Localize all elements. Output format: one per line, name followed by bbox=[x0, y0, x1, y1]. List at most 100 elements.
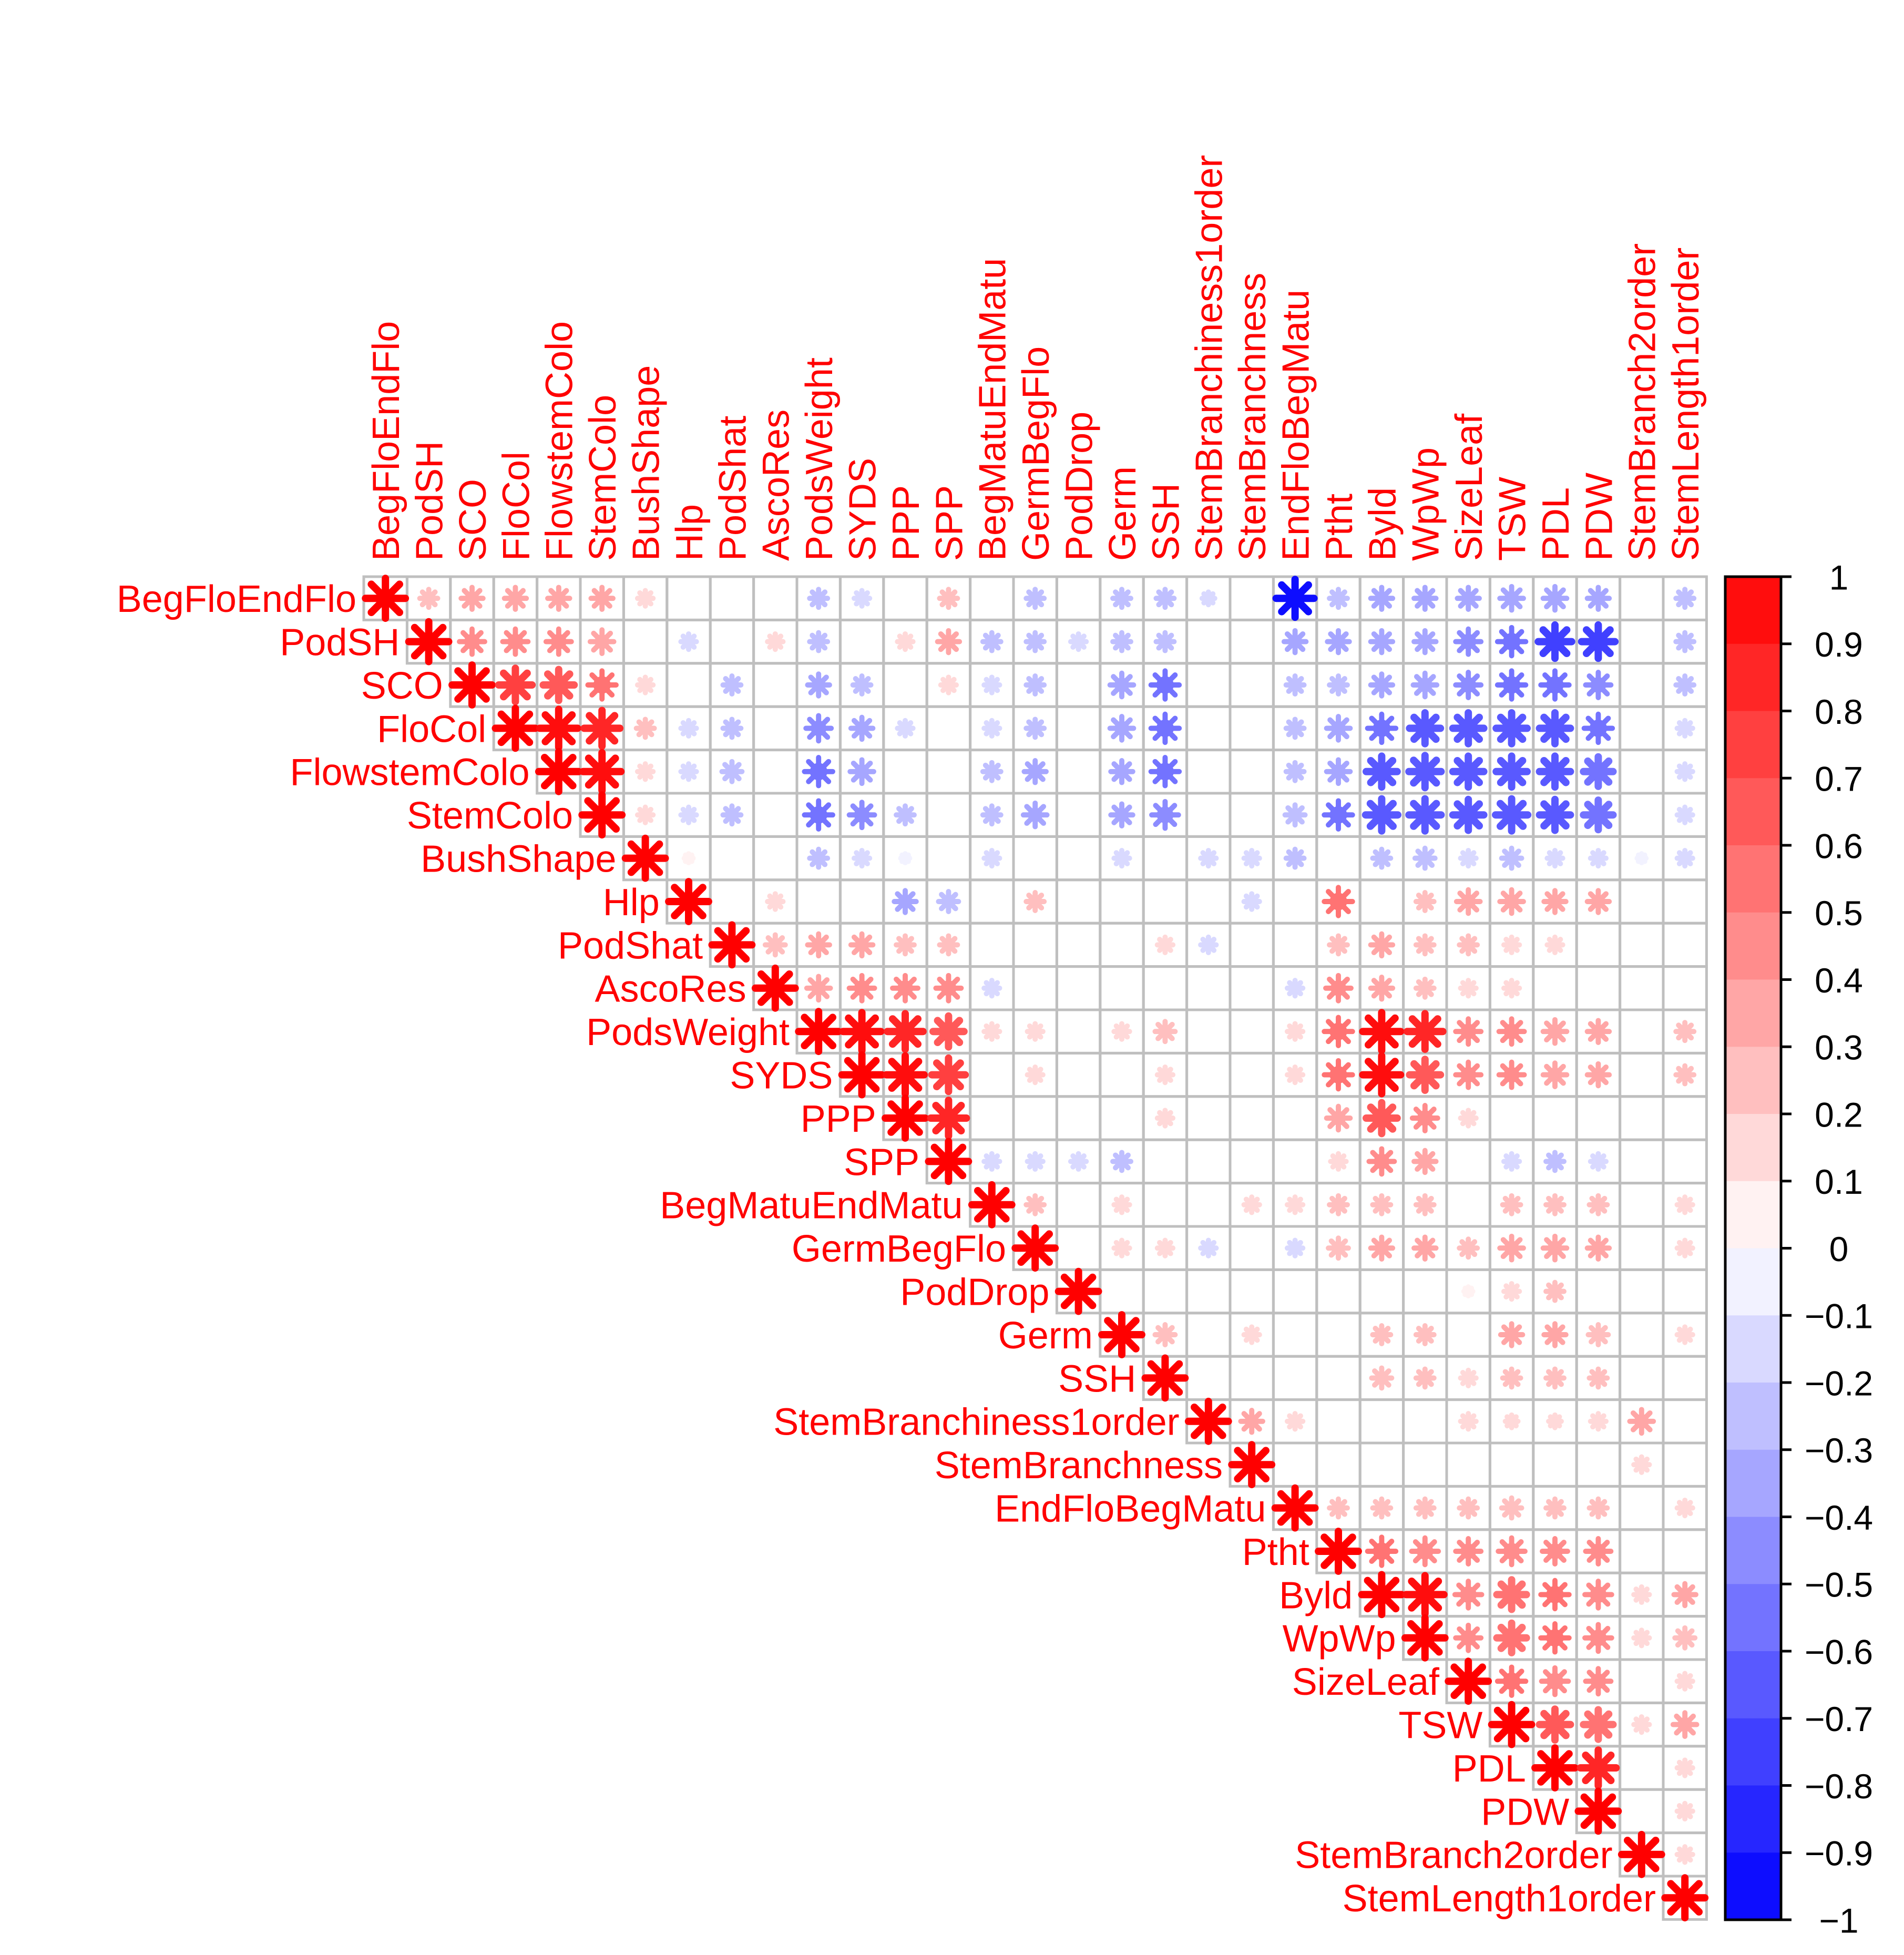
grid-cell bbox=[1055, 1225, 1102, 1271]
grid-cell bbox=[1662, 1398, 1708, 1445]
correlation-mark bbox=[1241, 1324, 1262, 1345]
correlation-mark bbox=[1674, 1237, 1695, 1258]
grid-cell bbox=[1055, 1008, 1102, 1055]
correlation-mark bbox=[634, 804, 656, 825]
correlation-mark bbox=[1111, 1237, 1132, 1258]
colorbar-tick-label: 0.7 bbox=[1815, 760, 1863, 799]
grid-cell bbox=[1229, 922, 1275, 968]
grid-cell bbox=[709, 575, 755, 621]
correlation-mark bbox=[720, 803, 744, 827]
grid-cell bbox=[1662, 1355, 1708, 1401]
correlation-mark bbox=[1368, 628, 1396, 656]
correlation-mark bbox=[929, 1012, 968, 1051]
correlation-mark bbox=[807, 846, 831, 870]
grid-cell bbox=[1619, 1312, 1665, 1358]
correlation-mark bbox=[1411, 1148, 1439, 1175]
correlation-mark bbox=[587, 627, 617, 656]
correlation-mark bbox=[1370, 1496, 1394, 1520]
correlation-mark bbox=[1322, 798, 1355, 832]
correlation-mark bbox=[1546, 1412, 1564, 1430]
correlation-mark bbox=[1111, 1194, 1132, 1215]
correlation-mark bbox=[1588, 1151, 1609, 1172]
row-label: Byld bbox=[1279, 1574, 1353, 1616]
correlation-mark bbox=[1461, 1284, 1476, 1299]
correlation-mark bbox=[1543, 1150, 1567, 1173]
correlation-mark bbox=[980, 630, 1004, 653]
column-label: StemBranchiness1order bbox=[1189, 155, 1231, 561]
grid-cell bbox=[1185, 792, 1232, 838]
correlation-mark bbox=[1111, 847, 1132, 869]
grid-cell bbox=[1142, 1268, 1189, 1315]
correlation-mark bbox=[1328, 1151, 1349, 1172]
correlation-mark bbox=[1238, 1408, 1265, 1435]
colorbar-bin bbox=[1725, 1785, 1781, 1854]
grid-cell bbox=[1099, 878, 1145, 925]
correlation-mark bbox=[1023, 890, 1047, 913]
grid-cell bbox=[1272, 922, 1318, 968]
grid bbox=[362, 575, 1708, 1921]
grid-cell bbox=[1272, 1095, 1318, 1141]
correlation-mark bbox=[1406, 709, 1445, 748]
column-label: BegMatuEndMatu bbox=[972, 258, 1014, 561]
column-label: PDL bbox=[1535, 487, 1577, 561]
correlation-mark bbox=[1631, 1584, 1652, 1605]
correlation-mark bbox=[580, 707, 624, 750]
correlation-mark bbox=[935, 628, 963, 656]
grid-cell bbox=[1662, 878, 1708, 925]
colorbar-tick-label: −0.5 bbox=[1805, 1565, 1873, 1604]
correlation-mark bbox=[1631, 1714, 1652, 1735]
correlation-mark bbox=[765, 631, 786, 652]
colorbar-tick-label: 1 bbox=[1829, 558, 1849, 597]
diagonal-mark bbox=[665, 878, 712, 925]
grid-cell bbox=[1229, 792, 1275, 838]
grid-cell bbox=[1055, 749, 1102, 795]
grid-cell bbox=[1229, 965, 1275, 1011]
correlation-mark bbox=[846, 973, 877, 1004]
correlation-mark bbox=[1368, 1234, 1396, 1262]
correlation-mark bbox=[1502, 1412, 1521, 1430]
grid-cell bbox=[1575, 922, 1622, 968]
grid-cell bbox=[709, 618, 755, 665]
correlation-mark bbox=[1282, 802, 1308, 828]
grid-cell bbox=[752, 749, 799, 795]
correlation-mark bbox=[1406, 1056, 1445, 1094]
diagonal-mark bbox=[1184, 1397, 1232, 1445]
grid-cell bbox=[1185, 1008, 1232, 1055]
grid-cell bbox=[1055, 662, 1102, 708]
column-label: PDW bbox=[1578, 473, 1620, 561]
diagonal-mark bbox=[578, 791, 626, 839]
correlation-mark bbox=[1283, 717, 1307, 740]
correlation-mark bbox=[803, 713, 834, 744]
row-label: Hlp bbox=[603, 882, 660, 924]
row-label: FlowstemColo bbox=[290, 752, 529, 794]
diagonal-mark bbox=[1228, 1441, 1276, 1489]
diagonal-mark bbox=[1574, 1787, 1622, 1835]
correlation-mark bbox=[1284, 1194, 1306, 1215]
diagonal-mark bbox=[795, 1008, 843, 1056]
correlation-mark bbox=[1674, 718, 1695, 739]
correlation-mark bbox=[1674, 1800, 1695, 1822]
row-label: SYDS bbox=[730, 1055, 833, 1097]
correlation-mark bbox=[884, 1010, 927, 1053]
grid-cell bbox=[1315, 835, 1362, 882]
correlation-mark bbox=[981, 1151, 1002, 1172]
row-label: TSW bbox=[1398, 1705, 1482, 1747]
colorbar-bin bbox=[1725, 1449, 1781, 1518]
grid-cell bbox=[1662, 1441, 1708, 1488]
correlation-mark bbox=[1326, 1235, 1351, 1261]
correlation-mark bbox=[802, 755, 835, 789]
correlation-mark bbox=[1366, 1146, 1397, 1177]
correlation-mark bbox=[1583, 1536, 1614, 1567]
column-label: FloCol bbox=[495, 452, 537, 561]
grid-cell bbox=[1619, 1095, 1665, 1141]
correlation-mark bbox=[1369, 1365, 1395, 1391]
grid-cell bbox=[1619, 1182, 1665, 1228]
diagonal-mark bbox=[838, 1051, 886, 1099]
grid-cell bbox=[1099, 1095, 1145, 1141]
column-label: GermBegFlo bbox=[1015, 346, 1057, 561]
grid-cell bbox=[1662, 1268, 1708, 1315]
grid-cell bbox=[1532, 1095, 1578, 1141]
correlation-mark bbox=[1673, 1020, 1697, 1043]
correlation-mark bbox=[1497, 1233, 1526, 1263]
